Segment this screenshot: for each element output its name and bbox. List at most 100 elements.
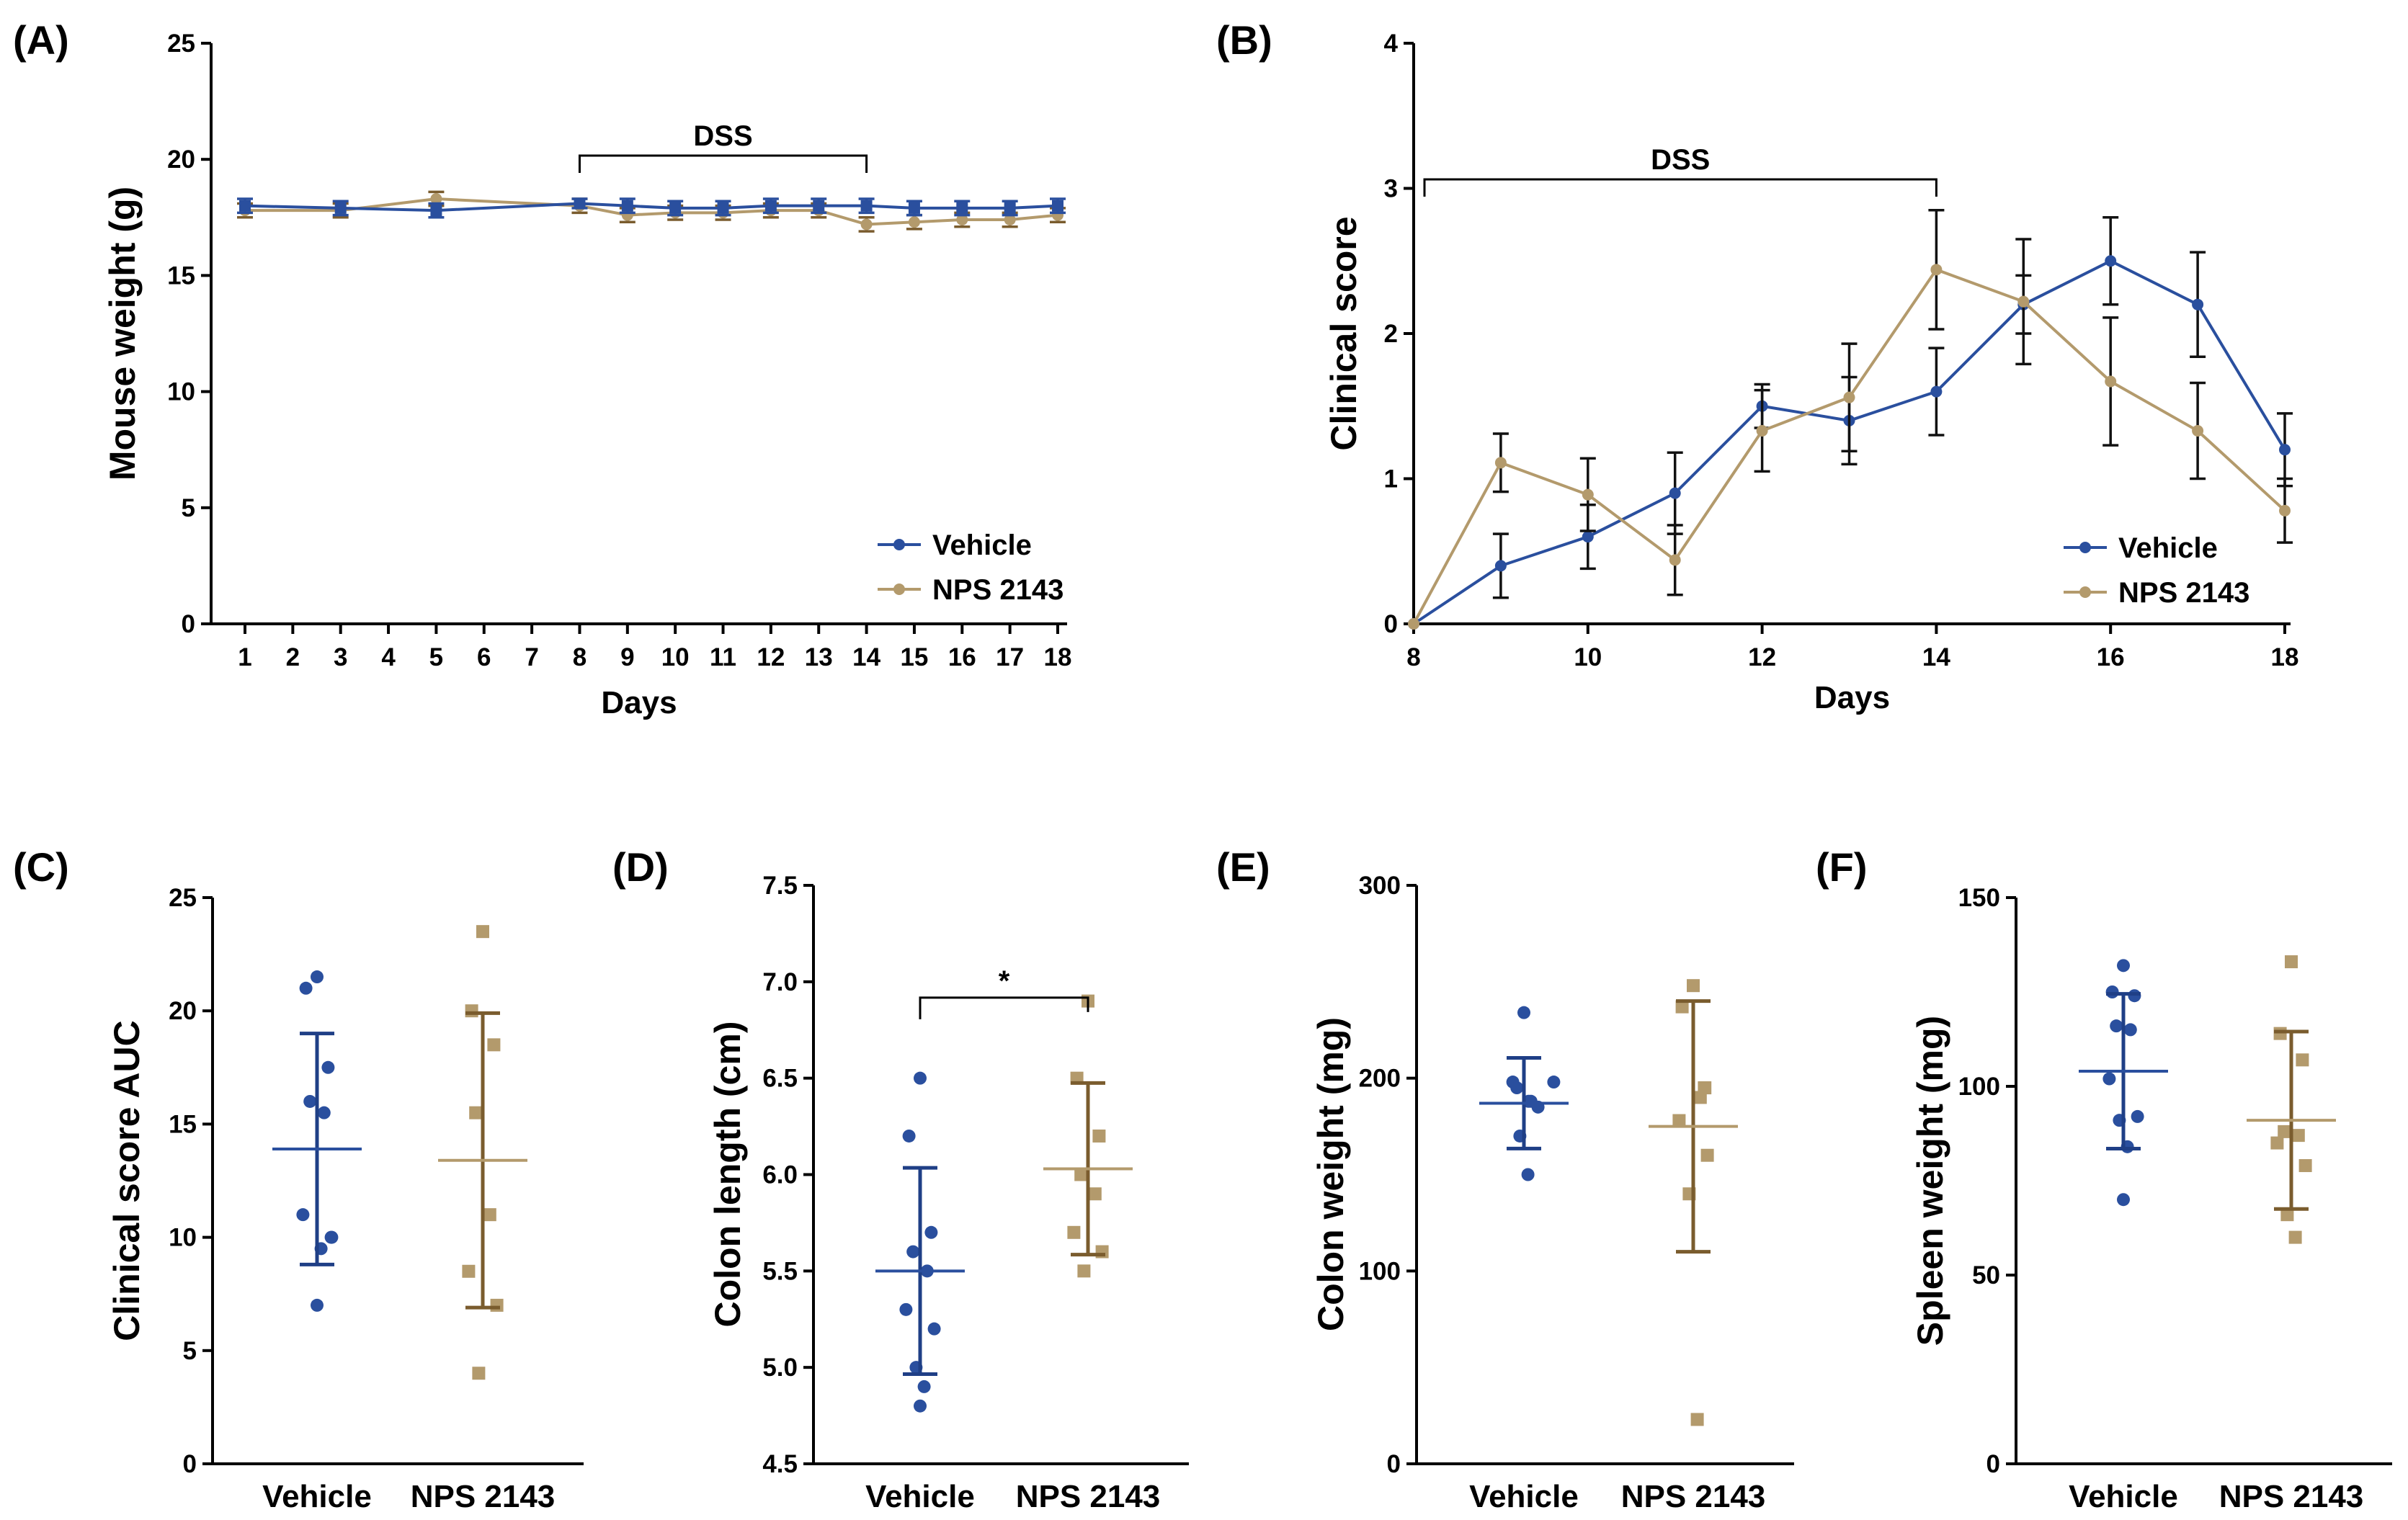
data-point bbox=[1693, 1091, 1707, 1104]
legend-marker bbox=[893, 584, 905, 595]
x-tick-label: 15 bbox=[900, 643, 928, 671]
data-point bbox=[927, 1322, 941, 1336]
data-point bbox=[924, 1225, 938, 1239]
data-point bbox=[902, 1129, 916, 1143]
data-point bbox=[465, 1004, 478, 1018]
data-point bbox=[1930, 264, 1943, 276]
x-tick-label: 16 bbox=[2097, 643, 2125, 671]
data-point bbox=[1092, 1129, 1106, 1143]
data-point bbox=[2270, 1136, 2284, 1150]
x-tick-label: 5 bbox=[429, 643, 443, 671]
x-category-label: Vehicle bbox=[1469, 1479, 1579, 1514]
data-point bbox=[669, 202, 682, 214]
data-point bbox=[430, 193, 442, 205]
y-tick-label: 2 bbox=[1384, 320, 1398, 348]
y-tick-label: 100 bbox=[1359, 1257, 1401, 1285]
x-tick-label: 7 bbox=[525, 643, 538, 671]
dss-bracket bbox=[1423, 178, 1937, 197]
y-tick-label: 10 bbox=[169, 1224, 197, 1252]
data-point bbox=[717, 202, 729, 214]
data-point bbox=[1521, 1168, 1535, 1181]
data-point bbox=[1930, 385, 1943, 398]
dss-bracket bbox=[578, 154, 868, 173]
x-tick-label: 9 bbox=[620, 643, 634, 671]
data-point bbox=[325, 1230, 339, 1244]
series-line bbox=[244, 202, 1058, 213]
y-tick-label: 7.5 bbox=[762, 872, 798, 900]
dss-label: DSS bbox=[1651, 144, 1710, 176]
y-tick-label: 1 bbox=[1384, 465, 1398, 493]
data-point bbox=[2131, 1109, 2144, 1123]
group-nps-2143 bbox=[438, 925, 527, 1380]
series-line bbox=[245, 197, 1058, 226]
x-tick-label: 10 bbox=[661, 643, 690, 671]
legend-label: Vehicle bbox=[2118, 532, 2218, 564]
data-point bbox=[2110, 1019, 2123, 1033]
legend-item-nps-2143: NPS 2143 bbox=[2064, 577, 2249, 609]
group-vehicle bbox=[272, 970, 362, 1312]
data-point bbox=[1687, 979, 1700, 993]
x-tick-label: 1 bbox=[238, 643, 251, 671]
panel-E: (E) 0 100 200 300 Vehicle NPS 2143 Colon weight… bbox=[1216, 844, 1794, 1514]
x-tick-label: 18 bbox=[1044, 643, 1072, 671]
data-point bbox=[469, 1106, 483, 1119]
y-axis-label: Spleen weight (mg) bbox=[1910, 1016, 1950, 1346]
series-nps-2143 bbox=[237, 190, 1066, 233]
panel-C: (C) 0 5 10 15 20 25 Vehicle NPS 2143 Clinical sco… bbox=[13, 844, 584, 1514]
data-point bbox=[908, 202, 920, 214]
legend-marker bbox=[2079, 542, 2091, 553]
x-tick-label: 14 bbox=[852, 643, 880, 671]
panel-label: (E) bbox=[1216, 844, 1270, 890]
y-tick-label: 25 bbox=[167, 30, 195, 58]
data-point bbox=[321, 1060, 335, 1074]
data-point bbox=[2102, 1072, 2116, 1086]
panel-D: (D) 4.5 5.0 5.5 6.0 6.5 7.0 7.5 Vehicle NPS 2143 C… bbox=[612, 844, 1189, 1514]
data-point bbox=[2123, 1023, 2137, 1037]
data-point bbox=[914, 1071, 927, 1085]
data-point bbox=[1582, 488, 1594, 501]
y-tick-label: 5.5 bbox=[762, 1257, 798, 1285]
legend-marker bbox=[2079, 586, 2091, 598]
data-point bbox=[1756, 425, 1768, 437]
data-point bbox=[574, 197, 586, 210]
data-point bbox=[1700, 1148, 1714, 1162]
data-point bbox=[239, 200, 251, 212]
y-tick-label: 15 bbox=[167, 261, 195, 290]
y-tick-label: 15 bbox=[169, 1110, 197, 1138]
data-point bbox=[317, 1106, 331, 1119]
y-tick-label: 100 bbox=[1958, 1073, 2000, 1101]
x-tick-label: 2 bbox=[286, 643, 300, 671]
data-point bbox=[1672, 1114, 1686, 1127]
legend-label: NPS 2143 bbox=[932, 574, 1063, 606]
data-point bbox=[2280, 1208, 2294, 1222]
y-tick-label: 0 bbox=[1387, 1450, 1401, 1478]
y-tick-label: 7.0 bbox=[762, 968, 798, 996]
x-tick-label: 16 bbox=[948, 643, 976, 671]
data-point bbox=[2279, 444, 2291, 456]
x-tick-label: 12 bbox=[1748, 643, 1776, 671]
data-point bbox=[1582, 531, 1594, 543]
significance-bracket bbox=[919, 996, 1089, 1019]
y-tick-label: 4.5 bbox=[762, 1450, 798, 1478]
data-point bbox=[2288, 1230, 2302, 1244]
data-point bbox=[1675, 1000, 1689, 1014]
legend-item-nps-2143: NPS 2143 bbox=[878, 574, 1063, 606]
y-axis-label: Mouse weight (g) bbox=[102, 187, 143, 480]
data-point bbox=[956, 214, 968, 226]
data-point bbox=[2279, 504, 2291, 517]
data-point bbox=[2278, 1125, 2291, 1138]
legend-label: Vehicle bbox=[932, 529, 1032, 561]
x-axis-label: Days bbox=[601, 685, 677, 720]
data-point bbox=[917, 1380, 931, 1393]
series-nps-2143 bbox=[1408, 208, 2293, 630]
data-point bbox=[296, 1208, 310, 1222]
x-tick-label: 4 bbox=[381, 643, 396, 671]
data-point bbox=[2105, 985, 2119, 998]
data-point bbox=[899, 1302, 913, 1316]
data-point bbox=[1077, 1264, 1091, 1278]
group-nps-2143 bbox=[1649, 979, 1738, 1426]
data-point bbox=[2285, 955, 2298, 969]
